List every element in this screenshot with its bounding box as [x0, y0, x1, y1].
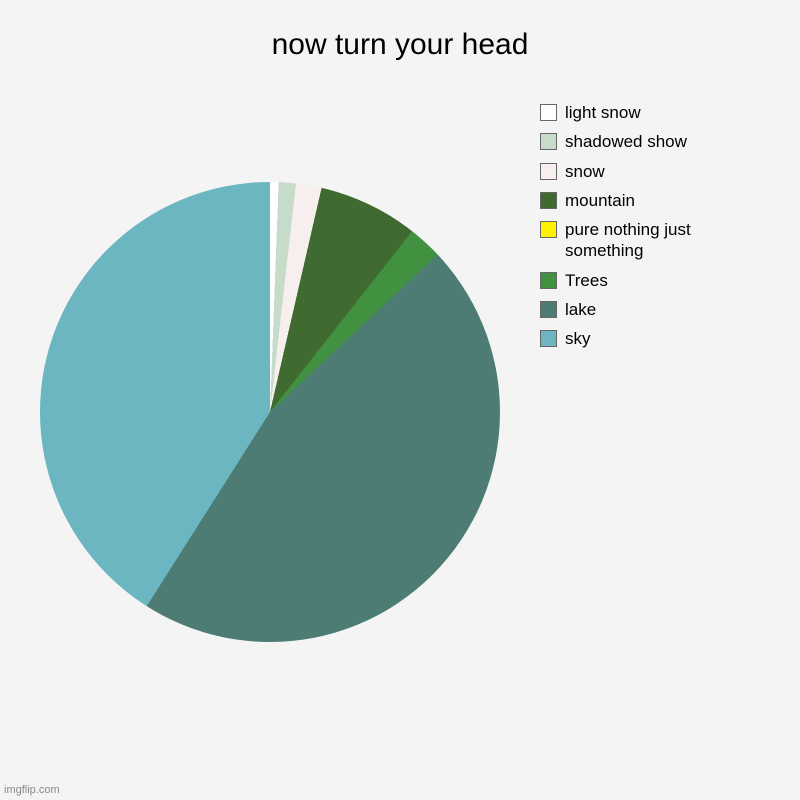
legend-swatch	[540, 163, 557, 180]
legend-label: light snow	[565, 102, 760, 123]
watermark: imgflip.com	[4, 784, 60, 796]
legend-item: mountain	[540, 190, 760, 211]
chart-area: light snow shadowed show snow mountain pure …	[0, 72, 800, 752]
legend-swatch	[540, 272, 557, 289]
legend-item: sky	[540, 328, 760, 349]
legend-item: Trees	[540, 270, 760, 291]
legend-label: Trees	[565, 270, 760, 291]
legend-item: light snow	[540, 102, 760, 123]
legend-label: snow	[565, 161, 760, 182]
legend: light snow shadowed show snow mountain pure …	[540, 102, 760, 357]
legend-swatch	[540, 104, 557, 121]
legend-label: lake	[565, 299, 760, 320]
legend-swatch	[540, 301, 557, 318]
pie-chart	[40, 182, 500, 642]
legend-swatch	[540, 221, 557, 238]
legend-label: sky	[565, 328, 760, 349]
legend-label: mountain	[565, 190, 760, 211]
legend-item: snow	[540, 161, 760, 182]
legend-label: shadowed show	[565, 131, 760, 152]
pie-container	[40, 182, 500, 642]
legend-swatch	[540, 192, 557, 209]
legend-item: pure nothing just something	[540, 219, 760, 262]
legend-item: lake	[540, 299, 760, 320]
legend-swatch	[540, 133, 557, 150]
chart-title: now turn your head	[0, 0, 800, 72]
legend-item: shadowed show	[540, 131, 760, 152]
legend-label: pure nothing just something	[565, 219, 760, 262]
legend-swatch	[540, 330, 557, 347]
